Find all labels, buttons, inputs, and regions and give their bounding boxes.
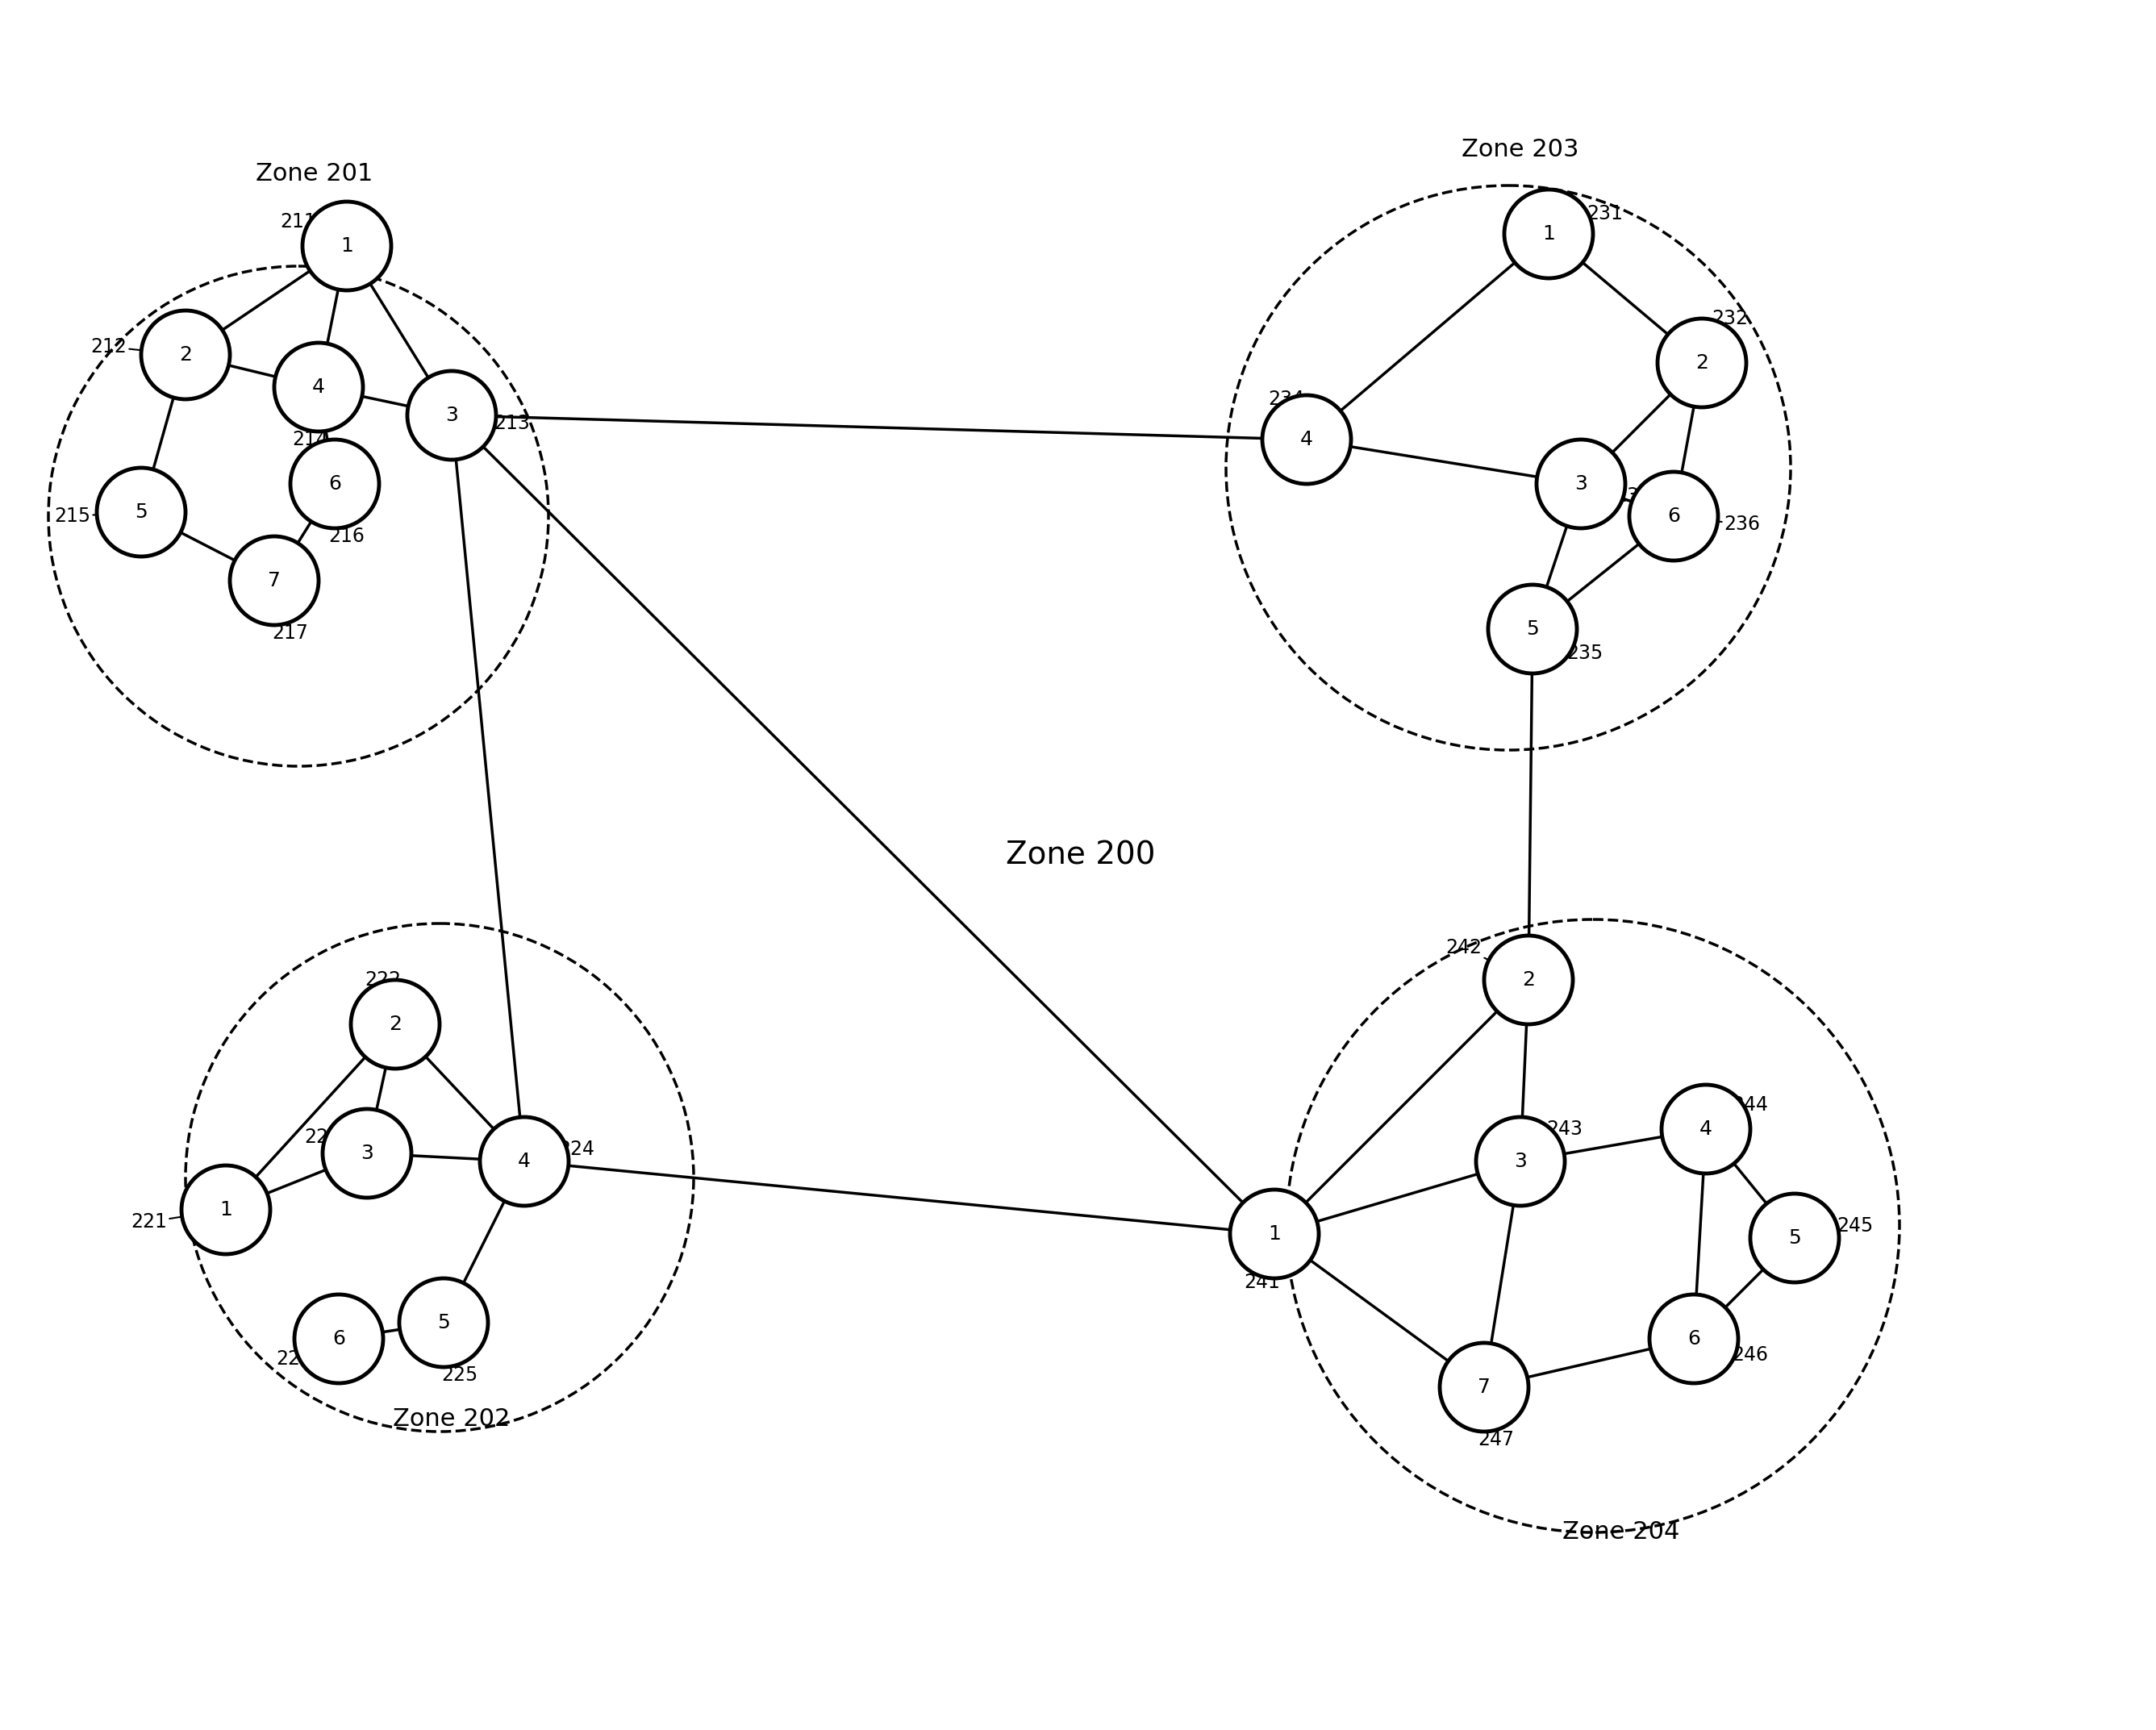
Text: 3: 3 [1514, 1152, 1526, 1171]
Text: 5: 5 [438, 1313, 451, 1332]
Circle shape [323, 1109, 412, 1197]
Text: 231: 231 [1548, 204, 1623, 234]
Text: Zone 201: Zone 201 [257, 161, 373, 185]
Text: 5: 5 [136, 502, 147, 522]
Circle shape [1662, 1085, 1751, 1173]
Text: 217: 217 [272, 581, 308, 644]
Text: 6: 6 [328, 474, 341, 493]
Circle shape [1483, 936, 1574, 1024]
Text: 6: 6 [1667, 507, 1680, 526]
Text: 4: 4 [1699, 1119, 1712, 1138]
Text: 2: 2 [1522, 971, 1535, 990]
Text: 234: 234 [1268, 389, 1307, 439]
Text: 225: 225 [442, 1323, 479, 1384]
Text: Zone 202: Zone 202 [392, 1408, 511, 1431]
Text: 226: 226 [276, 1339, 338, 1368]
Text: 247: 247 [1479, 1387, 1514, 1450]
Text: 1: 1 [1268, 1225, 1281, 1244]
Circle shape [291, 439, 379, 528]
Text: 246: 246 [1695, 1339, 1768, 1365]
Text: 2: 2 [179, 346, 192, 365]
Text: 233: 233 [1580, 484, 1651, 505]
Circle shape [1649, 1294, 1738, 1384]
Text: 1: 1 [341, 237, 354, 256]
Circle shape [295, 1294, 384, 1384]
Circle shape [407, 370, 496, 460]
Text: 244: 244 [1705, 1095, 1768, 1130]
Text: 3: 3 [360, 1144, 373, 1163]
Text: 7: 7 [267, 571, 280, 590]
Text: 1: 1 [1542, 225, 1554, 244]
Text: Zone 200: Zone 200 [1007, 839, 1156, 870]
Text: 2: 2 [1695, 353, 1708, 372]
Text: 211: 211 [280, 213, 347, 246]
Circle shape [1505, 190, 1593, 279]
Text: 223: 223 [304, 1128, 367, 1154]
Text: 221: 221 [132, 1209, 226, 1232]
Text: 2: 2 [388, 1014, 401, 1035]
Circle shape [1658, 318, 1746, 407]
Text: 1: 1 [220, 1201, 233, 1220]
Text: 242: 242 [1447, 938, 1529, 979]
Circle shape [351, 979, 440, 1069]
Text: Zone 204: Zone 204 [1563, 1521, 1680, 1545]
Text: 4: 4 [1300, 429, 1313, 450]
Circle shape [1630, 472, 1718, 561]
Circle shape [1261, 394, 1352, 484]
Text: 5: 5 [1526, 619, 1539, 638]
Circle shape [481, 1118, 569, 1206]
Circle shape [1477, 1118, 1565, 1206]
Text: 236: 236 [1673, 514, 1759, 535]
Text: 241: 241 [1244, 1233, 1281, 1292]
Text: 222: 222 [364, 971, 401, 1024]
Text: 214: 214 [293, 388, 328, 450]
Text: 243: 243 [1520, 1119, 1583, 1161]
Text: 4: 4 [517, 1152, 530, 1171]
Circle shape [1440, 1342, 1529, 1432]
Circle shape [274, 343, 362, 431]
Circle shape [181, 1166, 270, 1254]
Text: 5: 5 [1787, 1228, 1800, 1247]
Circle shape [302, 202, 390, 291]
Circle shape [140, 310, 231, 400]
Circle shape [399, 1278, 487, 1367]
Circle shape [1231, 1190, 1319, 1278]
Circle shape [1488, 585, 1576, 673]
Circle shape [1537, 439, 1626, 528]
Text: 245: 245 [1794, 1216, 1874, 1239]
Text: 6: 6 [1688, 1329, 1701, 1348]
Text: 213: 213 [453, 413, 530, 432]
Text: 212: 212 [91, 337, 185, 356]
Text: 6: 6 [332, 1329, 345, 1348]
Text: 235: 235 [1533, 630, 1604, 663]
Text: 216: 216 [328, 484, 364, 547]
Text: 3: 3 [1574, 474, 1587, 493]
Circle shape [97, 467, 185, 557]
Circle shape [1751, 1194, 1839, 1282]
Text: 3: 3 [446, 405, 457, 426]
Text: 7: 7 [1477, 1377, 1490, 1396]
Text: Zone 203: Zone 203 [1462, 137, 1578, 161]
Text: 215: 215 [54, 507, 140, 526]
Text: 4: 4 [313, 377, 326, 396]
Text: 224: 224 [524, 1140, 595, 1161]
Text: 232: 232 [1701, 310, 1749, 363]
Circle shape [231, 536, 319, 625]
